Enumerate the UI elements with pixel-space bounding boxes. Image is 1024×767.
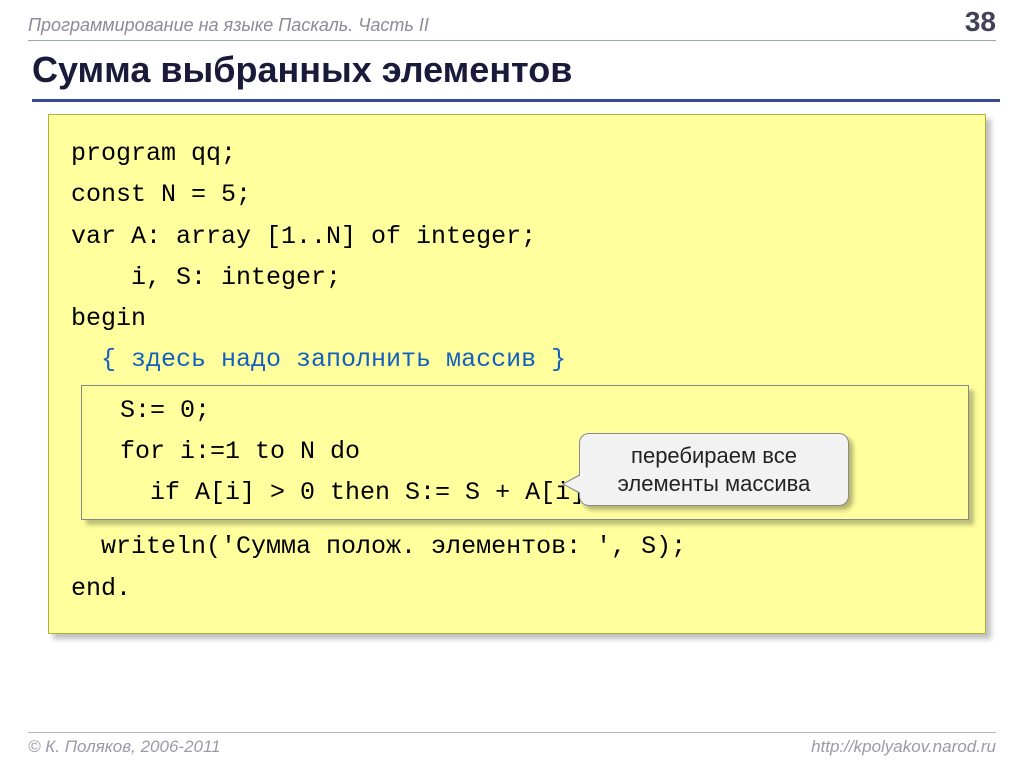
footer-url: http://kpolyakov.narod.ru	[811, 737, 996, 757]
code-line: begin	[71, 298, 963, 339]
footer-copyright: © К. Поляков, 2006-2011	[28, 737, 221, 757]
code-line: program qq;	[71, 133, 963, 174]
code-line: end.	[71, 568, 963, 609]
code-line: writeln('Сумма полож. элементов: ', S);	[71, 526, 963, 567]
callout-text: перебираем все элементы массива	[618, 443, 811, 496]
code-comment-line: { здесь надо заполнить массив }	[71, 339, 963, 380]
code-line: S:= 0;	[90, 390, 960, 431]
code-block: program qq; const N = 5; var A: array [1…	[48, 114, 986, 634]
page-number: 38	[965, 6, 996, 38]
footer-bar: © К. Поляков, 2006-2011 http://kpolyakov…	[28, 732, 996, 757]
slide: Программирование на языке Паскаль. Часть…	[0, 0, 1024, 767]
callout-bubble: перебираем все элементы массива	[579, 433, 849, 506]
code-line: i, S: integer;	[71, 257, 963, 298]
course-title: Программирование на языке Паскаль. Часть…	[28, 15, 429, 36]
slide-title: Сумма выбранных элементов	[32, 49, 1000, 102]
code-line: var A: array [1..N] of integer;	[71, 216, 963, 257]
code-line: const N = 5;	[71, 174, 963, 215]
header-bar: Программирование на языке Паскаль. Часть…	[28, 6, 996, 41]
